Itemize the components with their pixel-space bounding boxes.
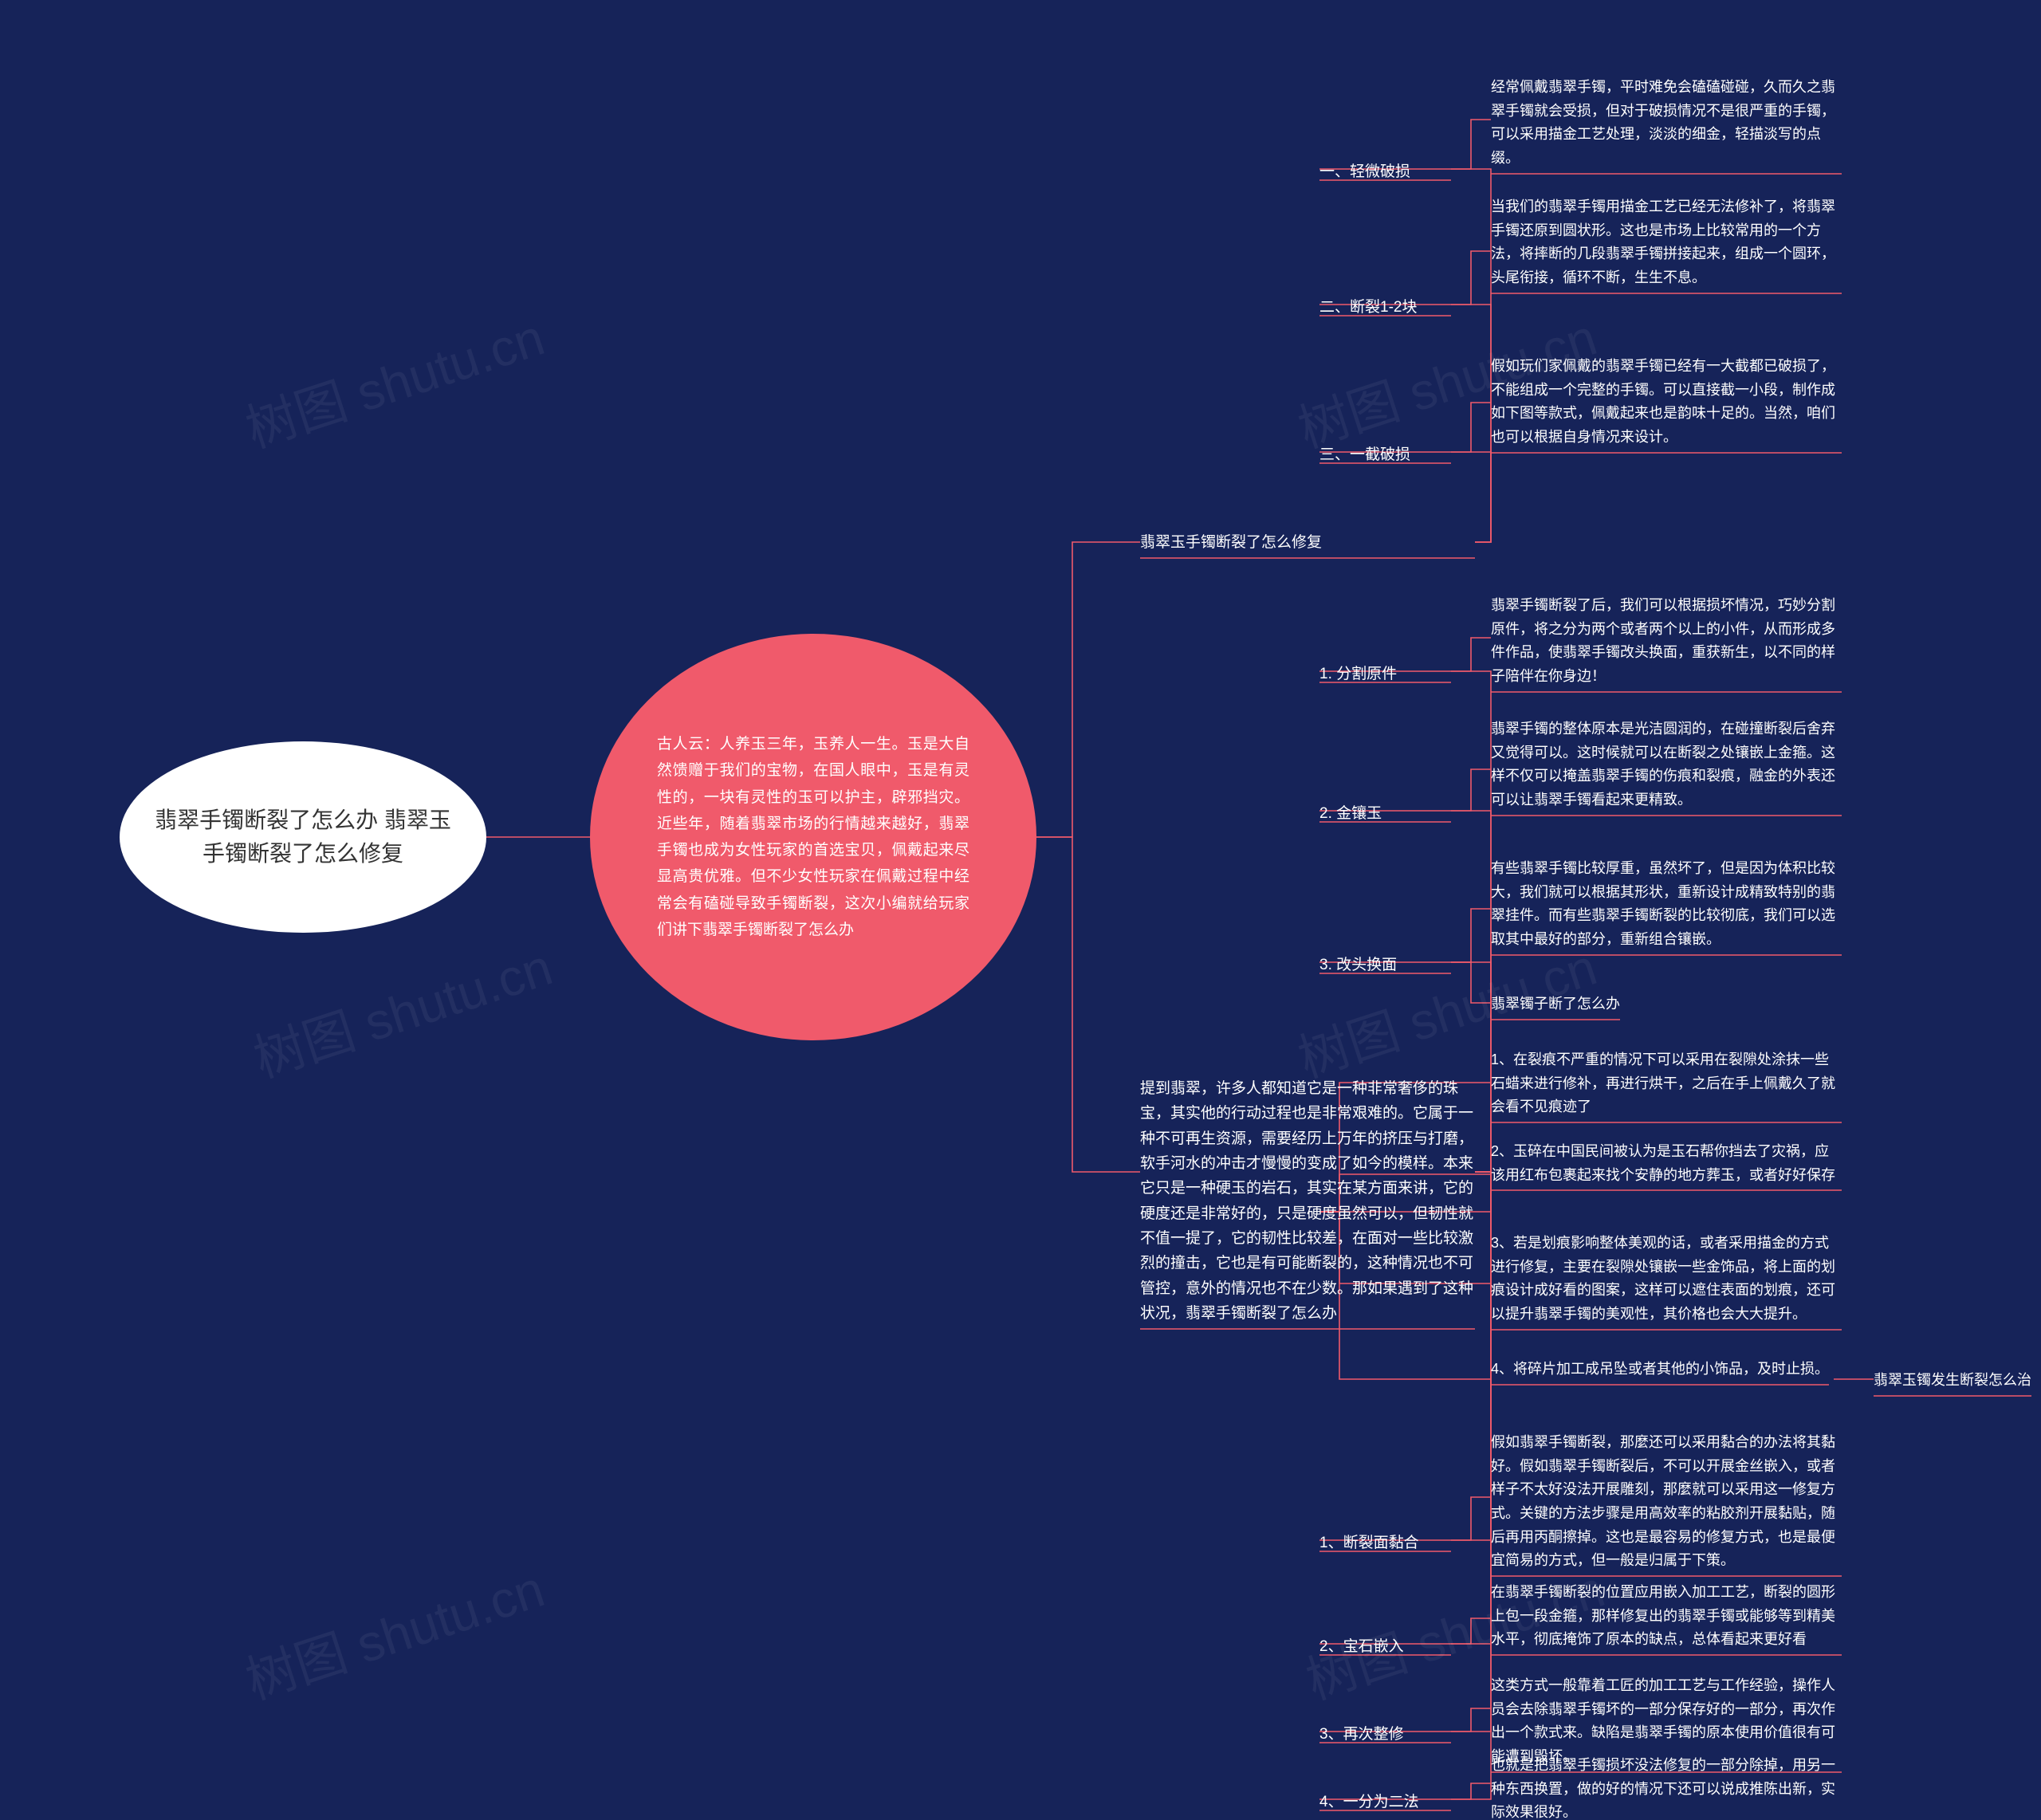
leaf-label: 有些翡翠手镯比较厚重，虽然坏了，但是因为体积比较大，我们就可以根据其形状，重新设… [1491, 857, 1842, 952]
topic-label: 2. 金镶玉 [1319, 801, 1382, 826]
topic-node[interactable]: 2、宝石嵌入 [1319, 1634, 1404, 1659]
topic-node[interactable]: 3、再次整修 [1319, 1722, 1404, 1747]
topic-label: 一、轻微破损 [1319, 159, 1410, 184]
leaf-label: 翡翠镯子断了怎么办 [1491, 993, 1620, 1016]
leaf-node[interactable]: 假如翡翠手镯断裂，那麼还可以采用黏合的办法将其黏好。假如翡翠手镯断裂后，不可以开… [1491, 1431, 1842, 1573]
leaf-node[interactable]: 翡翠手镯的整体原本是光洁圆润的，在碰撞断裂后舍弃又觉得可以。这时候就可以在断裂之… [1491, 717, 1842, 812]
leaf-node[interactable]: 翡翠玉镯发生断裂怎么治 [1874, 1369, 2031, 1393]
leaf-label: 假如玩们家佩戴的翡翠手镯已经有一大截都已破损了，不能组成一个完整的手镯。可以直接… [1491, 355, 1842, 450]
sub-label: 古人云：人养玉三年，玉养人一生。玉是大自然馈赠于我们的宝物，在国人眼中，玉是有灵… [657, 731, 969, 943]
leaf-label: 4、将碎片加工成吊坠或者其他的小饰品，及时止损。 [1491, 1358, 1829, 1382]
leaf-label: 3、若是划痕影响整体美观的话，或者采用描金的方式进行修复，主要在裂隙处镶嵌一些金… [1491, 1232, 1842, 1327]
watermark: 树图 shutu.cn [235, 1548, 552, 1713]
topic-label: 3. 改头换面 [1319, 953, 1397, 977]
leaf-label: 翡翠手镯的整体原本是光洁圆润的，在碰撞断裂后舍弃又觉得可以。这时候就可以在断裂之… [1491, 717, 1842, 812]
branch-label: 翡翠玉手镯断裂了怎么修复 [1140, 530, 1322, 555]
leaf-node[interactable]: 经常佩戴翡翠手镯，平时难免会磕磕碰碰，久而久之翡翠手镯就会受损，但对于破损情况不… [1491, 76, 1842, 171]
leaf-node[interactable]: 翡翠手镯断裂了后，我们可以根据损坏情况，巧妙分割原件，将之分为两个或者两个以上的… [1491, 594, 1842, 689]
leaf-node[interactable]: 2、玉碎在中国民间被认为是玉石帮你挡去了灾祸，应该用红布包裹起来找个安静的地方葬… [1491, 1140, 1842, 1187]
leaf-label: 假如翡翠手镯断裂，那麼还可以采用黏合的办法将其黏好。假如翡翠手镯断裂后，不可以开… [1491, 1431, 1842, 1573]
root-label: 翡翠手镯断裂了怎么办 翡翠玉手镯断裂了怎么修复 [151, 804, 454, 871]
leaf-node[interactable]: 也就是把翡翠手镯损坏没法修复的一部分除掉，用另一种东西换置，做的好的情况下还可以… [1491, 1754, 1842, 1820]
mindmap-canvas: 树图 shutu.cn树图 shutu.cn树图 shutu.cn树图 shut… [0, 0, 2041, 1820]
leaf-node[interactable]: 3、若是划痕影响整体美观的话，或者采用描金的方式进行修复，主要在裂隙处镶嵌一些金… [1491, 1232, 1842, 1327]
leaf-label: 翡翠玉镯发生断裂怎么治 [1874, 1369, 2031, 1393]
leaf-node[interactable]: 1、在裂痕不严重的情况下可以采用在裂隙处涂抹一些石蜡来进行修补，再进行烘干，之后… [1491, 1048, 1842, 1119]
topic-node[interactable]: 三、一截破损 [1319, 442, 1410, 467]
leaf-node[interactable]: 当我们的翡翠手镯用描金工艺已经无法修补了，将翡翠手镯还原到圆状形。这也是市场上比… [1491, 195, 1842, 290]
leaf-node[interactable]: 在翡翠手镯断裂的位置应用嵌入加工工艺，断裂的圆形上包一段金箍，那样修复出的翡翠手… [1491, 1581, 1842, 1652]
topic-label: 三、一截破损 [1319, 442, 1410, 467]
topic-node[interactable]: 二、断裂1-2块 [1319, 295, 1417, 320]
leaf-label: 也就是把翡翠手镯损坏没法修复的一部分除掉，用另一种东西换置，做的好的情况下还可以… [1491, 1754, 1842, 1820]
watermark: 树图 shutu.cn [243, 926, 560, 1091]
leaf-label: 当我们的翡翠手镯用描金工艺已经无法修补了，将翡翠手镯还原到圆状形。这也是市场上比… [1491, 195, 1842, 290]
topic-node[interactable]: 2. 金镶玉 [1319, 801, 1382, 826]
branch-node[interactable]: 提到翡翠，许多人都知道它是一种非常奢侈的珠宝，其实他的行动过程也是非常艰难的。它… [1140, 1076, 1475, 1326]
topic-label: 1、断裂面黏合 [1319, 1531, 1419, 1555]
branch-label: 提到翡翠，许多人都知道它是一种非常奢侈的珠宝，其实他的行动过程也是非常艰难的。它… [1140, 1076, 1475, 1326]
sub-node[interactable]: 古人云：人养玉三年，玉养人一生。玉是大自然馈赠于我们的宝物，在国人眼中，玉是有灵… [590, 634, 1036, 1040]
leaf-label: 2、玉碎在中国民间被认为是玉石帮你挡去了灾祸，应该用红布包裹起来找个安静的地方葬… [1491, 1140, 1842, 1187]
topic-label: 4、一分为二法 [1319, 1790, 1419, 1814]
leaf-label: 在翡翠手镯断裂的位置应用嵌入加工工艺，断裂的圆形上包一段金箍，那样修复出的翡翠手… [1491, 1581, 1842, 1652]
leaf-label: 1、在裂痕不严重的情况下可以采用在裂隙处涂抹一些石蜡来进行修补，再进行烘干，之后… [1491, 1048, 1842, 1119]
topic-node[interactable]: 1、断裂面黏合 [1319, 1531, 1419, 1555]
watermark: 树图 shutu.cn [235, 297, 552, 462]
leaf-node[interactable]: 有些翡翠手镯比较厚重，虽然坏了，但是因为体积比较大，我们就可以根据其形状，重新设… [1491, 857, 1842, 952]
branch-node[interactable]: 翡翠玉手镯断裂了怎么修复 [1140, 530, 1475, 555]
leaf-label: 经常佩戴翡翠手镯，平时难免会磕磕碰碰，久而久之翡翠手镯就会受损，但对于破损情况不… [1491, 76, 1842, 171]
leaf-node[interactable]: 假如玩们家佩戴的翡翠手镯已经有一大截都已破损了，不能组成一个完整的手镯。可以直接… [1491, 355, 1842, 450]
topic-node[interactable]: 3. 改头换面 [1319, 953, 1397, 977]
root-node[interactable]: 翡翠手镯断裂了怎么办 翡翠玉手镯断裂了怎么修复 [120, 741, 486, 933]
topic-label: 2、宝石嵌入 [1319, 1634, 1404, 1659]
leaf-label: 翡翠手镯断裂了后，我们可以根据损坏情况，巧妙分割原件，将之分为两个或者两个以上的… [1491, 594, 1842, 689]
topic-node[interactable]: 一、轻微破损 [1319, 159, 1410, 184]
leaf-node[interactable]: 翡翠镯子断了怎么办 [1491, 993, 1620, 1016]
topic-node[interactable]: 4、一分为二法 [1319, 1790, 1419, 1814]
topic-label: 二、断裂1-2块 [1319, 295, 1417, 320]
topic-label: 3、再次整修 [1319, 1722, 1404, 1747]
topic-label: 1. 分割原件 [1319, 662, 1397, 686]
leaf-node[interactable]: 4、将碎片加工成吊坠或者其他的小饰品，及时止损。 [1491, 1358, 1829, 1382]
topic-node[interactable]: 1. 分割原件 [1319, 662, 1397, 686]
